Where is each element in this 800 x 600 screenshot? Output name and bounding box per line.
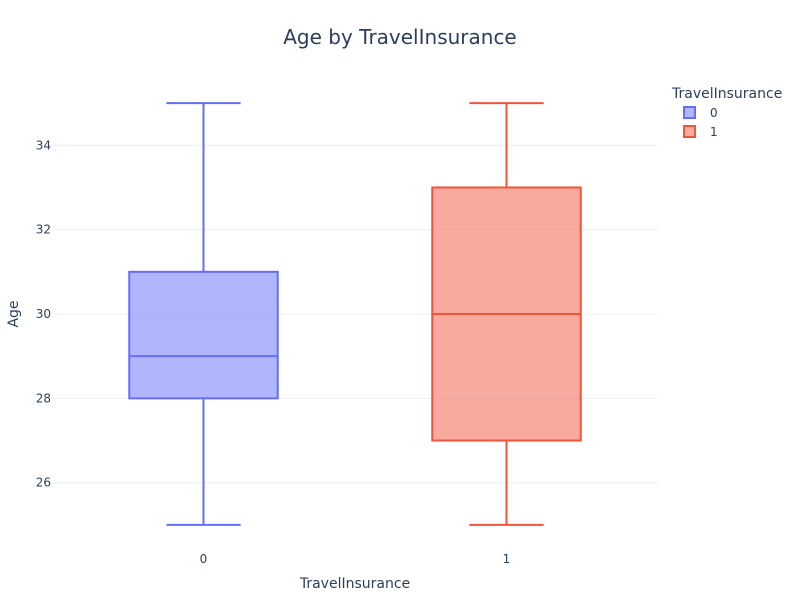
y-tick-label: 32 [36, 223, 51, 237]
iqr-box [128, 270, 279, 400]
legend-label: 0 [710, 106, 718, 120]
x-tick-label: 1 [503, 552, 511, 566]
y-axis-title: Age [6, 300, 22, 327]
legend-swatch [683, 106, 696, 119]
y-axis-ticks: 26 28 30 32 34 [36, 138, 51, 489]
legend-item-1: 1 [683, 125, 718, 139]
legend-swatch [683, 125, 696, 138]
x-tick-label: 0 [200, 552, 208, 566]
y-tick-label: 30 [36, 307, 51, 321]
chart-title: Age by TravelInsurance [283, 25, 517, 49]
box-plot-1 [431, 102, 582, 526]
y-tick-label: 26 [36, 476, 51, 490]
legend-item-0: 0 [683, 106, 718, 120]
x-axis-title: TravelInsurance [299, 576, 410, 592]
legend-label: 1 [710, 125, 718, 139]
legend: TravelInsurance 0 1 [671, 86, 782, 139]
y-tick-label: 34 [36, 138, 51, 152]
box-plots [128, 102, 582, 526]
y-tick-label: 28 [36, 391, 51, 405]
legend-title: TravelInsurance [671, 86, 782, 102]
box-plot-0 [128, 102, 279, 526]
